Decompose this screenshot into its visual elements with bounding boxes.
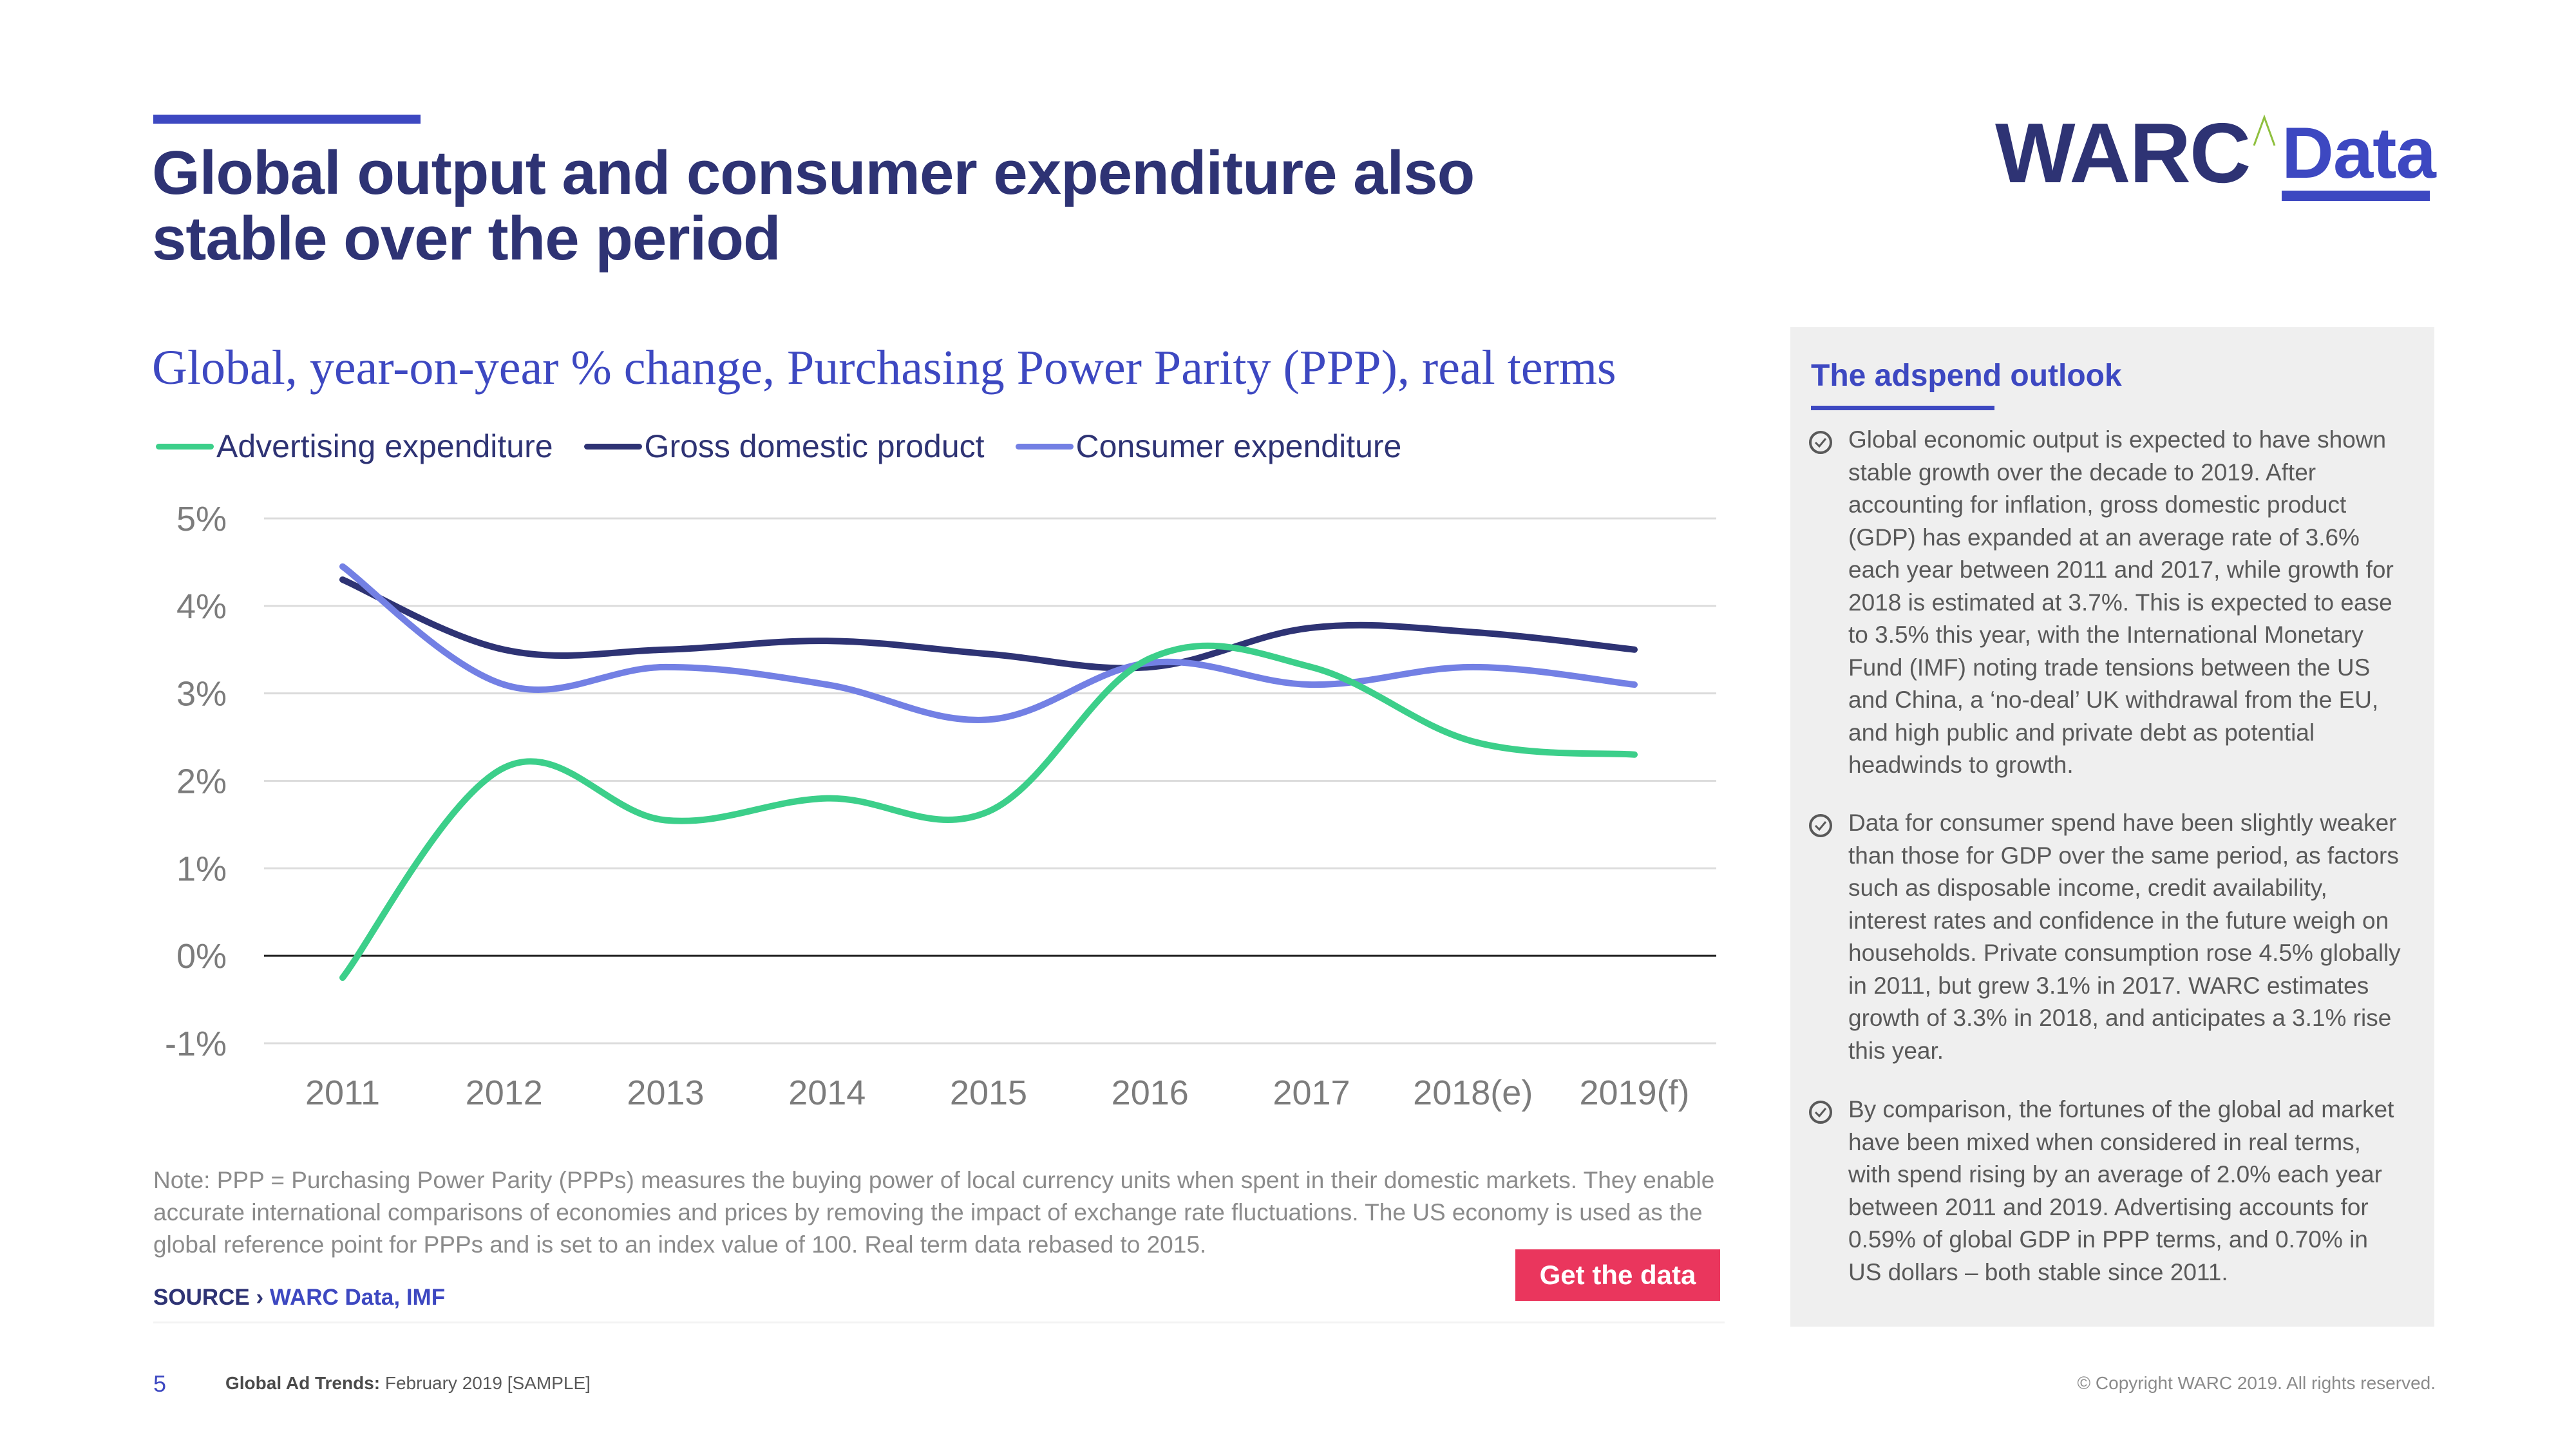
series-lines: [339, 563, 1638, 981]
panel-bullet: Data for consumer spend have been slight…: [1809, 807, 2403, 1067]
x-tick-label: 2011: [305, 1074, 380, 1112]
logo-underline: [2282, 191, 2430, 201]
y-tick-label: 0%: [176, 937, 227, 976]
y-tick-label: 1%: [176, 849, 227, 888]
panel-bullet-text: By comparison, the fortunes of the globa…: [1848, 1096, 2394, 1285]
panel-bullet-text: Global economic output is expected to ha…: [1848, 426, 2394, 778]
legend-label-gdp: Gross domestic product: [644, 428, 985, 464]
check-circle-icon: [1809, 1101, 1832, 1124]
panel-bullet-text: Data for consumer spend have been slight…: [1848, 810, 2401, 1064]
chart-canvas: 5% 4% 3% 2% 1% 0% -1% 2011 2012 2013 2014 2015 2016…: [165, 500, 1716, 1112]
chart-title: Global, year-on-year % change, Purchasin…: [152, 341, 1616, 395]
y-tick-label: 5%: [176, 500, 227, 538]
legend-item-gdp: Gross domestic product: [583, 428, 985, 465]
legend-label-advertising: Advertising expenditure: [216, 428, 553, 464]
adspend-outlook-panel: The adspend outlook Global economic outp…: [1790, 327, 2434, 1327]
panel-bullet: Global economic output is expected to ha…: [1809, 424, 2403, 782]
check-circle-icon: [1809, 431, 1832, 454]
chart-note: Note: PPP = Purchasing Power Parity (PPP…: [153, 1167, 1715, 1258]
x-tick-label: 2019(f): [1579, 1074, 1689, 1112]
legend-swatch-gdp: [583, 443, 642, 450]
publication-title: Global Ad Trends:: [225, 1373, 381, 1393]
x-tick-label: 2017: [1273, 1074, 1350, 1112]
legend-swatch-advertising: [156, 443, 214, 450]
y-axis-ticks: 5% 4% 3% 2% 1% 0% -1%: [165, 500, 227, 1063]
source-label: SOURCE ›: [153, 1285, 270, 1310]
publication-edition: February 2019 [SAMPLE]: [380, 1373, 591, 1393]
gridlines: [264, 517, 1716, 1045]
x-tick-label: 2018(e): [1413, 1074, 1533, 1112]
logo-data-text: Data: [2282, 113, 2436, 193]
panel-title: The adspend outlook: [1811, 359, 2122, 393]
panel-title-underline: [1811, 406, 1994, 410]
series-line-advertising: [339, 642, 1638, 981]
line-chart: 5% 4% 3% 2% 1% 0% -1% 2011 2012 2013 2014 2015 2016…: [129, 489, 1739, 1133]
series-line-consumer: [339, 563, 1638, 723]
legend-item-advertising: Advertising expenditure: [156, 428, 553, 465]
y-tick-label: -1%: [165, 1025, 227, 1063]
x-tick-label: 2016: [1112, 1074, 1189, 1112]
x-tick-label: 2012: [466, 1074, 543, 1112]
page-number: 5: [153, 1370, 167, 1397]
legend-swatch-consumer: [1015, 443, 1074, 450]
y-tick-label: 3%: [176, 675, 227, 714]
caret-icon: [2253, 115, 2276, 146]
x-tick-label: 2014: [788, 1074, 866, 1112]
chart-legend: Advertising expenditure Gross domestic p…: [156, 428, 1401, 465]
x-tick-label: 2013: [627, 1074, 704, 1112]
panel-bullet: By comparison, the fortunes of the globa…: [1809, 1094, 2403, 1289]
legend-item-consumer: Consumer expenditure: [1015, 428, 1402, 465]
publication-name: Global Ad Trends: February 2019 [SAMPLE]: [225, 1373, 591, 1394]
source-line: SOURCE › WARC Data, IMF: [153, 1285, 445, 1311]
series-line-gdp: [339, 576, 1638, 672]
x-tick-label: 2015: [950, 1074, 1027, 1112]
title-accent-bar: [153, 115, 421, 124]
x-axis-ticks: 2011 2012 2013 2014 2015 2016 2017 2018(e) 2019(…: [305, 1074, 1690, 1112]
logo-warc-text: WARC: [1995, 106, 2251, 200]
source-value[interactable]: WARC Data, IMF: [269, 1285, 446, 1310]
legend-label-consumer: Consumer expenditure: [1075, 428, 1402, 464]
footer-divider: [153, 1321, 1725, 1323]
check-circle-icon: [1809, 814, 1832, 837]
y-tick-label: 4%: [176, 587, 227, 626]
copyright: © Copyright WARC 2019. All rights reserv…: [2077, 1373, 2436, 1393]
get-the-data-button[interactable]: Get the data: [1515, 1249, 1720, 1301]
warc-data-logo[interactable]: WARC Data: [1995, 106, 2436, 201]
page-title: Global output and consumer expenditure a…: [152, 138, 1475, 273]
y-tick-label: 2%: [176, 762, 227, 801]
